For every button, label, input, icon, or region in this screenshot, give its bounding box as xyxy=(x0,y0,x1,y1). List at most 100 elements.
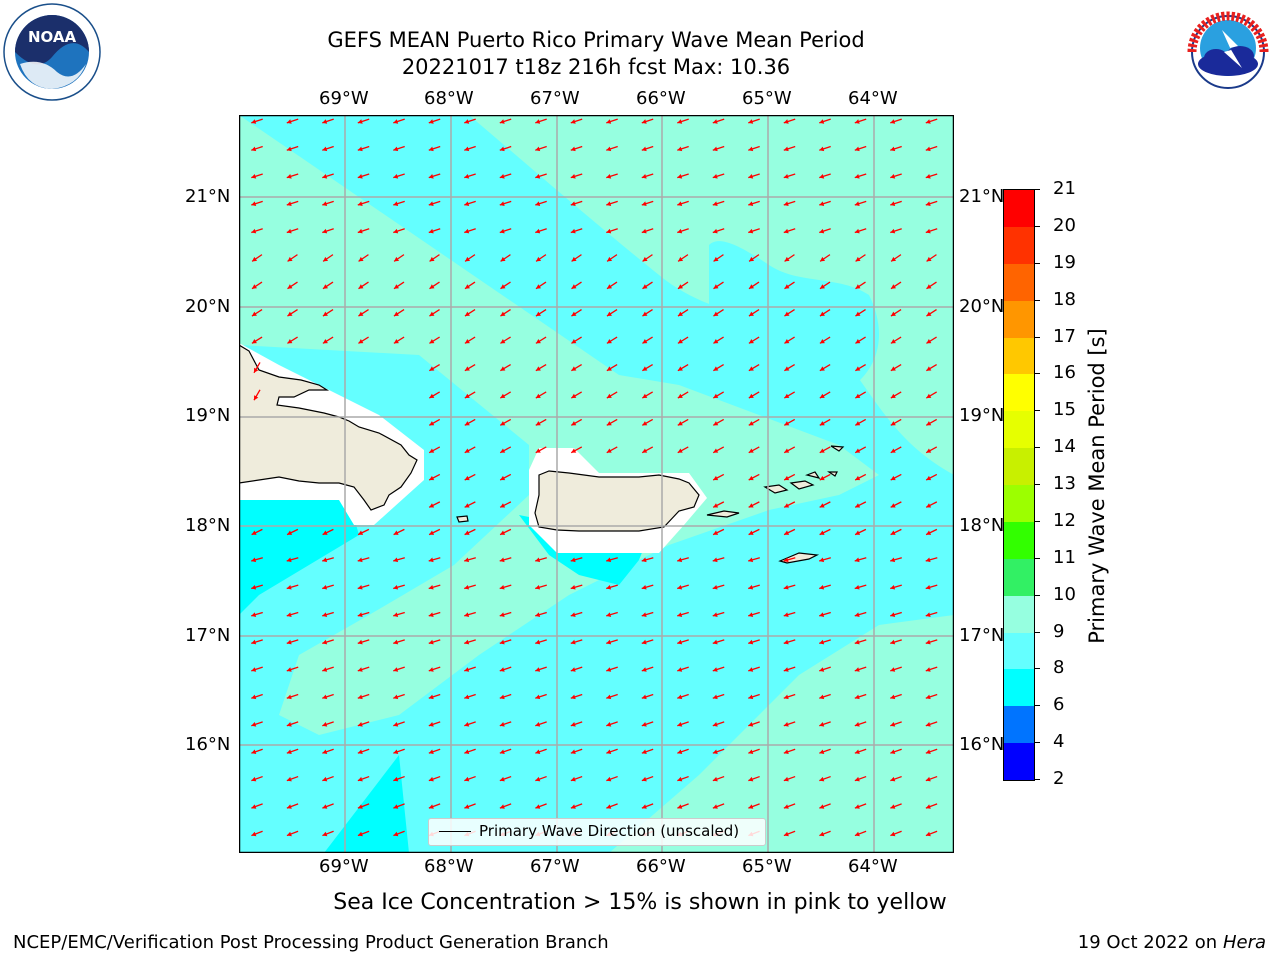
wave-arrow xyxy=(286,721,299,727)
wave-arrow xyxy=(712,446,725,454)
wave-arrow xyxy=(428,803,441,809)
wave-arrow xyxy=(499,611,512,617)
wave-arrow xyxy=(322,557,334,563)
wave-arrow xyxy=(535,228,547,234)
lat-label-left: 17°N xyxy=(185,625,231,646)
wave-arrow xyxy=(783,200,796,206)
wave-arrow xyxy=(251,173,263,179)
colorbar-tick-mark xyxy=(1034,336,1040,338)
colorbar-swatch xyxy=(1004,300,1034,338)
colorbar-tick-mark xyxy=(1034,631,1040,633)
wave-arrow xyxy=(251,775,263,782)
wave-arrow xyxy=(464,228,476,234)
wave-arrow xyxy=(854,775,867,782)
wave-arrow xyxy=(677,748,689,754)
colorbar-swatch xyxy=(1004,632,1034,670)
colorbar-tick-mark xyxy=(1034,668,1040,670)
wave-arrow xyxy=(925,118,938,124)
wave-arrow xyxy=(890,639,902,645)
wave-arrow xyxy=(819,336,831,344)
wave-arrow xyxy=(783,501,796,508)
colorbar-tick-label: 9 xyxy=(1053,620,1065,642)
wave-arrow xyxy=(819,418,831,426)
wave-arrow xyxy=(712,391,725,399)
wave-arrow xyxy=(429,309,440,317)
wave-arrow xyxy=(748,363,760,372)
wave-arrow xyxy=(322,775,334,782)
wave-arrow xyxy=(641,557,654,563)
wave-arrow xyxy=(251,803,263,809)
wave-arrow xyxy=(464,721,476,727)
wave-arrow xyxy=(428,748,441,754)
wave-arrow xyxy=(251,748,263,754)
wave-arrow xyxy=(464,557,476,563)
wave-arrow xyxy=(535,557,547,563)
wave-arrow xyxy=(393,200,405,206)
wave-arrow xyxy=(500,336,511,344)
wave-arrow xyxy=(499,721,512,727)
graticule xyxy=(239,115,954,853)
wave-arrow xyxy=(357,118,370,124)
footer-host: Hera xyxy=(1222,932,1266,953)
lat-label-left: 18°N xyxy=(185,515,231,536)
colorbar-tick-mark xyxy=(1034,410,1040,412)
wave-arrow xyxy=(499,584,512,590)
wave-arrow xyxy=(393,145,405,152)
wave-arrow xyxy=(854,693,867,700)
wave-arrow xyxy=(783,721,796,727)
wave-arrow xyxy=(819,528,831,536)
wave-arrow xyxy=(535,363,547,372)
wave-arrow xyxy=(641,611,654,617)
wave-arrow xyxy=(428,501,441,508)
lon-label-bottom: 69°W xyxy=(319,856,369,877)
wave-arrow xyxy=(925,528,938,536)
wave-arrow xyxy=(606,611,618,617)
wave-arrow xyxy=(606,363,618,372)
wave-arrow xyxy=(748,418,760,426)
wave-arrow xyxy=(677,173,689,179)
colorbar-tick-label: 16 xyxy=(1053,362,1076,384)
wave-arrow xyxy=(322,200,334,206)
colorbar-swatch xyxy=(1004,558,1034,596)
wave-arrow xyxy=(357,145,370,152)
wave-arrow xyxy=(464,363,476,372)
wave-arrow xyxy=(251,557,263,563)
wave-arrow xyxy=(606,254,618,262)
wave-arrow xyxy=(783,418,796,426)
wave-arrow xyxy=(926,281,937,290)
wave-arrow xyxy=(428,228,441,234)
wave-arrow xyxy=(322,693,334,700)
wave-arrow xyxy=(251,721,263,727)
wave-arrow xyxy=(925,611,938,617)
wave-arrow xyxy=(819,611,831,617)
wave-arrow xyxy=(570,173,583,179)
wave-arrow xyxy=(357,830,370,837)
wave-arrow xyxy=(819,281,831,290)
colorbar-swatch xyxy=(1004,263,1034,301)
noaa-logo: NOAA xyxy=(2,2,102,102)
vieques-island xyxy=(706,510,740,518)
wave-arrow xyxy=(890,391,902,399)
wave-arrow xyxy=(606,118,618,124)
wave-arrow xyxy=(464,200,476,206)
wave-arrow xyxy=(712,803,725,809)
wave-arrow xyxy=(606,748,618,754)
wave-arrow xyxy=(925,803,938,809)
colorbar-swatch xyxy=(1004,706,1034,744)
wave-arrow xyxy=(890,309,902,317)
wave-arrow xyxy=(925,200,938,206)
wave-arrow xyxy=(571,281,582,290)
wave-arrow xyxy=(677,584,689,590)
wave-arrow xyxy=(570,639,583,645)
wave-arrow xyxy=(783,446,796,454)
wave-arrow xyxy=(712,228,725,234)
wave-arrow xyxy=(712,501,725,508)
wave-arrow xyxy=(606,803,618,809)
wave-arrow xyxy=(393,173,405,179)
wave-arrow xyxy=(535,309,547,317)
wave-arrow xyxy=(819,363,831,372)
wave-arrow xyxy=(677,639,689,645)
wave-arrow xyxy=(854,528,867,536)
wave-arrow xyxy=(854,501,867,508)
wave-arrow xyxy=(677,666,689,672)
